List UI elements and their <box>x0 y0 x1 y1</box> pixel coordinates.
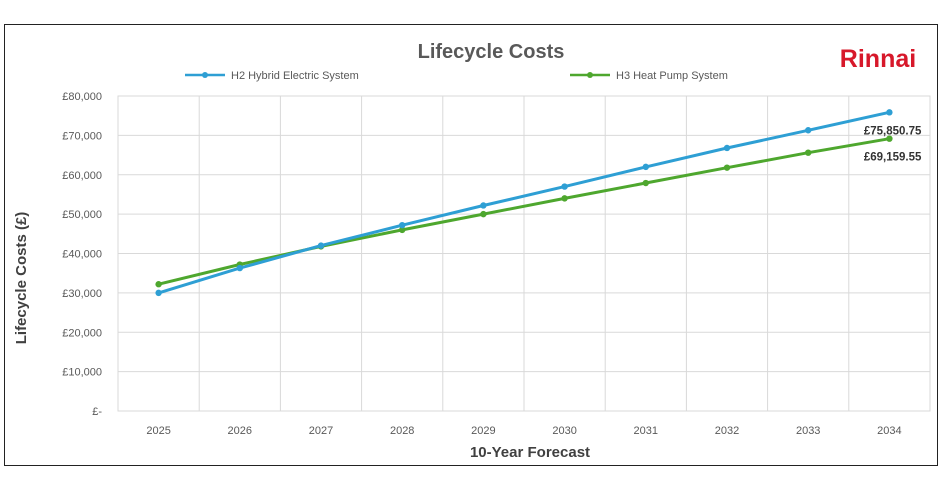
y-tick-label: £40,000 <box>62 249 102 261</box>
x-tick-label: 2030 <box>552 425 576 437</box>
y-tick-label: £30,000 <box>62 288 102 300</box>
data-point-h2 <box>317 242 325 249</box>
x-tick-label: 2025 <box>146 425 170 437</box>
data-label-h2: £75,850.75 <box>864 125 922 137</box>
y-axis-title: Lifecycle Costs (£) <box>13 212 30 345</box>
x-tick-label: 2028 <box>390 425 414 437</box>
x-tick-label: 2029 <box>471 425 495 437</box>
data-label-h3: £69,159.55 <box>864 152 922 164</box>
series-line-h2 <box>158 110 890 295</box>
legend-item-h2: H2 Hybrid Electric System <box>185 70 359 82</box>
legend-marker-h2 <box>202 72 208 78</box>
data-point-h3 <box>723 164 731 171</box>
x-axis-ticks: 2025 2026 2027 2028 2029 2030 2031 2032 2033 2034 <box>146 425 901 437</box>
data-point-h2 <box>480 202 487 209</box>
x-axis-title: 10-Year Forecast <box>470 444 590 461</box>
legend-label-h2: H2 Hybrid Electric System <box>231 70 359 82</box>
data-point-h2 <box>805 127 812 134</box>
y-tick-label: £10,000 <box>62 367 102 379</box>
y-tick-label: £20,000 <box>62 327 102 339</box>
x-tick-label: 2033 <box>796 425 820 437</box>
data-point-h3 <box>155 281 162 288</box>
legend: H2 Hybrid Electric System H3 Heat Pump S… <box>185 70 728 82</box>
x-tick-label: 2034 <box>877 425 901 437</box>
y-tick-label: £- <box>92 406 102 418</box>
legend-item-h3: H3 Heat Pump System <box>570 70 728 82</box>
data-point-h2 <box>155 289 162 297</box>
series-group <box>155 109 893 297</box>
data-point-h3 <box>480 210 487 218</box>
data-point-h2 <box>236 264 243 272</box>
data-point-h3 <box>805 149 812 156</box>
data-point-h2 <box>561 183 568 190</box>
data-point-h3 <box>399 226 406 234</box>
chart-frame <box>4 24 938 466</box>
data-point-h3 <box>642 179 649 187</box>
data-point-h2 <box>886 109 893 116</box>
data-point-h3 <box>561 195 568 202</box>
data-point-h2 <box>642 163 649 171</box>
brand-logo: Rinnai <box>840 45 916 73</box>
x-tick-label: 2032 <box>715 425 739 437</box>
x-tick-label: 2026 <box>228 425 252 437</box>
data-point-h2 <box>399 221 406 229</box>
y-tick-label: £60,000 <box>62 170 102 182</box>
y-axis-ticks: £- £10,000 £20,000 £30,000 £40,000 £50,000 £60… <box>62 91 102 418</box>
data-labels: £75,850.75 £69,159.55 <box>864 125 922 163</box>
y-tick-label: £70,000 <box>62 130 102 142</box>
gridlines <box>118 95 930 412</box>
legend-marker-h3 <box>587 72 593 78</box>
y-tick-label: £50,000 <box>62 209 102 221</box>
x-tick-label: 2027 <box>309 425 333 437</box>
x-tick-label: 2031 <box>634 425 658 437</box>
chart-title: Lifecycle Costs <box>418 41 565 63</box>
legend-label-h3: H3 Heat Pump System <box>616 70 728 82</box>
data-point-h2 <box>723 144 731 152</box>
data-point-h3 <box>886 135 893 142</box>
y-tick-label: £80,000 <box>62 91 102 103</box>
